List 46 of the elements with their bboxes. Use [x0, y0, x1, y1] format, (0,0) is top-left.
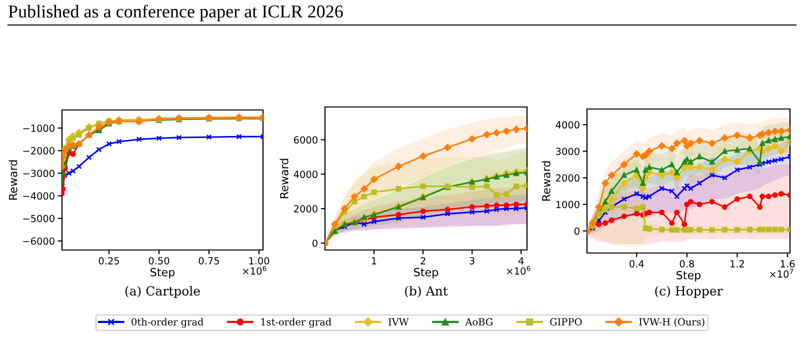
y-axis-title: Reward [8, 160, 18, 200]
legend-label: AoBG [465, 318, 492, 326]
x-axis-title: Step [676, 270, 701, 282]
text: ×10$^{6}$ [243, 266, 266, 275]
x-tick-label: 0.75 [198, 257, 219, 264]
y-tick-label: −2000 [23, 147, 54, 154]
y-tick-label: 2000 [294, 205, 318, 212]
y-tick-label: 4000 [556, 121, 580, 129]
legend-label: IVW [388, 318, 409, 326]
y-tick-label: −5000 [23, 214, 54, 222]
text: (b) Ant [405, 286, 448, 298]
y-axis-title: Reward [542, 161, 550, 201]
y-tick-label: 0 [574, 227, 580, 235]
y-tick-label: 2000 [556, 174, 580, 182]
x-tick-label: 2 [420, 257, 426, 264]
legend-label: 1st-order grad [261, 318, 332, 328]
text: ×10$^{7}$ [770, 268, 794, 278]
legend-label: IVW-H (Ours) [639, 318, 704, 327]
text: ×10$^{6}$ [507, 266, 530, 275]
x-tick-label: 3 [470, 257, 474, 264]
text: (c) Hopper [655, 286, 723, 298]
text: Published as a conference paper at ICLR 2026 [8, 4, 343, 22]
x-axis-title: Step [414, 268, 438, 278]
legend-label: GIPPO [550, 318, 582, 326]
y-tick-label: 0 [312, 240, 318, 247]
x-axis-title: Step [150, 268, 175, 278]
x-tick-label: 0.8 [680, 260, 694, 268]
x-tick-label: 1 [372, 257, 376, 264]
x-tick-label: 1.6 [780, 260, 795, 268]
x-tick-label: 0.50 [148, 257, 170, 264]
y-tick-label: −3000 [23, 170, 54, 178]
y-tick-label: 1000 [556, 200, 580, 208]
y-tick-label: 6000 [294, 136, 318, 144]
x-tick-label: 4 [518, 257, 524, 264]
x-tick-label: 1.00 [249, 257, 270, 264]
legend-label: 0th-order grad [132, 318, 204, 328]
y-tick-label: −1000 [23, 124, 54, 132]
text: (a) Cartpole [125, 286, 200, 298]
y-axis-title: Reward [280, 158, 288, 198]
y-tick-label: 3000 [556, 148, 580, 156]
x-tick-label: 0.25 [98, 257, 119, 264]
x-tick-label: 0.4 [630, 260, 644, 268]
y-tick-label: −4000 [23, 192, 54, 200]
y-tick-label: −6000 [23, 237, 54, 245]
y-tick-label: 4000 [294, 170, 318, 178]
x-tick-label: 1.2 [730, 260, 744, 268]
